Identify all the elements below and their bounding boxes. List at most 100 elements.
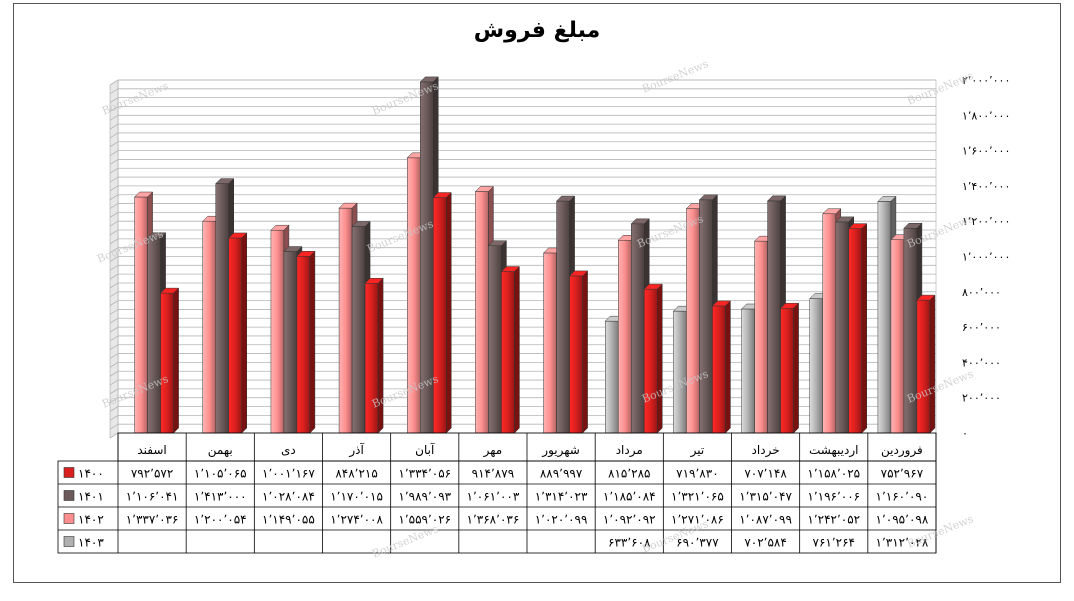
data-label: ۱٬۳۶۸٬۰۳۶ bbox=[467, 513, 520, 527]
y-tick-label: ۱٬۴۰۰٬۰۰۰ bbox=[962, 180, 1010, 193]
gridline-side bbox=[109, 264, 119, 271]
gridline-side bbox=[109, 406, 119, 412]
bar bbox=[202, 220, 216, 434]
bar bbox=[754, 240, 768, 434]
bar bbox=[433, 197, 447, 434]
data-label: ۱٬۹۸۹٬۰۹۳ bbox=[398, 490, 451, 504]
gridline-side bbox=[109, 362, 119, 368]
data-label: ۱٬۰۶۱٬۰۰۳ bbox=[467, 490, 520, 504]
data-label: ۱٬۱۹۶٬۰۰۶ bbox=[807, 490, 860, 504]
gridline-side bbox=[109, 273, 119, 280]
legend-swatch bbox=[63, 513, 75, 524]
y-tick-label: ۸۰۰٬۰۰۰ bbox=[962, 286, 1001, 299]
legend-swatch bbox=[63, 467, 75, 478]
gridline-side bbox=[109, 185, 119, 192]
gridline-side bbox=[109, 247, 119, 254]
data-label: ۷۵۲٬۹۶۷ bbox=[881, 467, 924, 481]
data-label: ۱٬۱۰۶٬۰۴۱ bbox=[126, 490, 179, 504]
gridline-side bbox=[109, 123, 119, 130]
gridline-side bbox=[109, 291, 119, 298]
gridline-side bbox=[109, 309, 119, 315]
data-label: ۷۹۲٬۵۷۲ bbox=[131, 467, 174, 481]
bar bbox=[631, 223, 645, 434]
bar bbox=[160, 292, 174, 434]
chart-title: مبلغ فروش bbox=[473, 18, 601, 43]
gridline-side bbox=[109, 388, 119, 395]
data-label: ۱٬۰۹۲٬۰۹۲ bbox=[603, 513, 656, 527]
data-label: ۱٬۱۸۵٬۰۸۴ bbox=[603, 490, 656, 504]
gridline-side bbox=[109, 432, 119, 439]
data-label: ۱٬۰۹۵٬۰۹۸ bbox=[876, 513, 929, 527]
bar bbox=[215, 183, 229, 434]
bar bbox=[877, 201, 892, 434]
gridline-side bbox=[109, 300, 119, 306]
gridline-side bbox=[109, 88, 119, 95]
bar bbox=[699, 199, 713, 434]
bar bbox=[767, 200, 781, 434]
bar bbox=[283, 251, 298, 434]
bar bbox=[501, 271, 515, 434]
gridline-side bbox=[109, 141, 119, 148]
bar-side bbox=[241, 232, 247, 434]
bar bbox=[780, 307, 794, 434]
gridline-side bbox=[109, 326, 119, 333]
data-label: ۱٬۲۴۲٬۰۵۲ bbox=[807, 513, 860, 527]
bar bbox=[644, 288, 658, 434]
legend-label: ۱۴۰۲ bbox=[78, 513, 104, 527]
legend-swatch bbox=[63, 490, 75, 501]
bar-side bbox=[725, 300, 731, 434]
data-label: ۶۹۰٬۳۷۷ bbox=[676, 536, 719, 550]
bar-side bbox=[173, 287, 179, 434]
x-tick-label: مهر bbox=[483, 443, 503, 458]
data-label: ۱٬۱۷۰٬۰۱۵ bbox=[330, 490, 383, 504]
bar bbox=[475, 191, 489, 434]
bar bbox=[351, 226, 366, 434]
data-label: ۱٬۳۳۴٬۰۵۶ bbox=[398, 467, 451, 481]
bar bbox=[916, 299, 931, 434]
bar bbox=[338, 207, 353, 434]
data-label: ۱٬۱۴۹٬۰۵۵ bbox=[262, 513, 315, 527]
x-tick-label: مرداد bbox=[616, 443, 643, 458]
bar bbox=[147, 237, 161, 434]
legend-label: ۱۴۰۳ bbox=[78, 536, 104, 550]
gridline-side bbox=[109, 256, 119, 262]
legend-label: ۱۴۰۰ bbox=[78, 467, 104, 481]
gridline-side bbox=[109, 167, 119, 174]
data-label: ۸۸۹٬۹۹۷ bbox=[540, 467, 583, 481]
gridline-side bbox=[109, 132, 119, 139]
data-label: ۱٬۲۷۴٬۰۰۸ bbox=[330, 513, 383, 527]
data-label: ۱٬۲۷۱٬۰۸۶ bbox=[671, 513, 724, 527]
x-tick-label: اردیبهشت bbox=[809, 443, 858, 458]
bar-side bbox=[793, 302, 799, 434]
bar bbox=[848, 228, 862, 434]
bar bbox=[809, 298, 823, 434]
y-tick-label: ۱٬۸۰۰٬۰۰۰ bbox=[962, 109, 1010, 122]
bar bbox=[618, 239, 632, 434]
data-label: ۱٬۳۳۷٬۰۳۶ bbox=[126, 513, 179, 527]
gridline-side bbox=[109, 353, 119, 359]
bar bbox=[822, 213, 836, 434]
bar bbox=[364, 283, 379, 434]
gridline-side bbox=[109, 379, 119, 386]
gridline-side bbox=[109, 203, 119, 209]
legend-label: ۱۴۰۱ bbox=[78, 490, 104, 504]
data-label: ۱٬۰۲۰٬۰۹۹ bbox=[535, 513, 588, 527]
bar bbox=[673, 310, 687, 434]
data-label: ۱٬۲۰۰٬۰۵۴ bbox=[194, 513, 247, 527]
data-label: ۱٬۴۱۳٬۰۰۰ bbox=[194, 490, 247, 504]
bar bbox=[543, 252, 557, 434]
gridline-side bbox=[109, 97, 119, 103]
bar bbox=[686, 208, 700, 434]
gridline-side bbox=[109, 317, 119, 324]
gridline-side bbox=[109, 150, 119, 156]
y-tick-label: ۱٬۲۰۰٬۰۰۰ bbox=[962, 215, 1010, 228]
bar bbox=[296, 256, 311, 434]
x-tick-label: دی bbox=[281, 443, 296, 457]
gridline-side bbox=[109, 79, 119, 86]
x-tick-label: شهریور bbox=[541, 443, 580, 458]
bar bbox=[712, 305, 726, 434]
gridline-side bbox=[109, 335, 119, 342]
x-tick-label: اسفند bbox=[137, 443, 166, 457]
data-label: ۷۶۱٬۲۶۴ bbox=[813, 536, 856, 550]
